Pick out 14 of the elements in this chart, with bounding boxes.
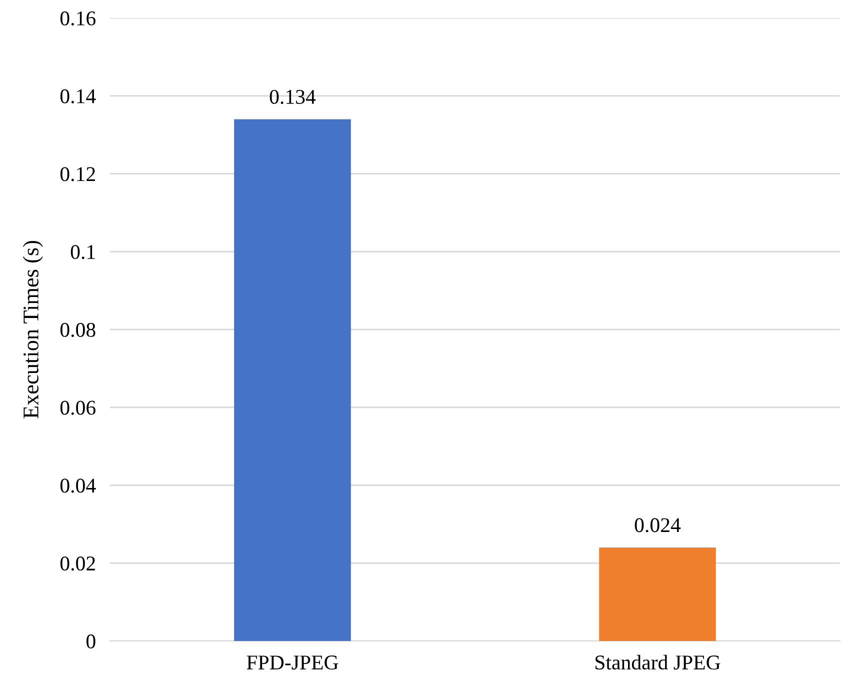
y-tick-label: 0.12 xyxy=(60,167,95,182)
y-tick-label: 0.08 xyxy=(60,322,96,338)
x-tick-label: Standard JPEG xyxy=(596,654,720,670)
y-tick-label: 0.16 xyxy=(60,11,96,26)
y-tick-label: 0.02 xyxy=(60,556,95,571)
y-tick-label: 0.04 xyxy=(60,478,96,493)
data-label: 0.134 xyxy=(270,90,316,104)
y-tick-label: 0 xyxy=(86,634,96,648)
y-tick-label: 0.14 xyxy=(60,89,96,104)
y-tick-label: 0.06 xyxy=(60,400,96,415)
y-tick-label: 0.1 xyxy=(70,245,95,260)
data-label: 0.024 xyxy=(634,518,681,532)
y-axis-title: Execution Times (s) xyxy=(22,240,43,418)
x-tick-label: FPD-JPEG xyxy=(246,656,338,670)
